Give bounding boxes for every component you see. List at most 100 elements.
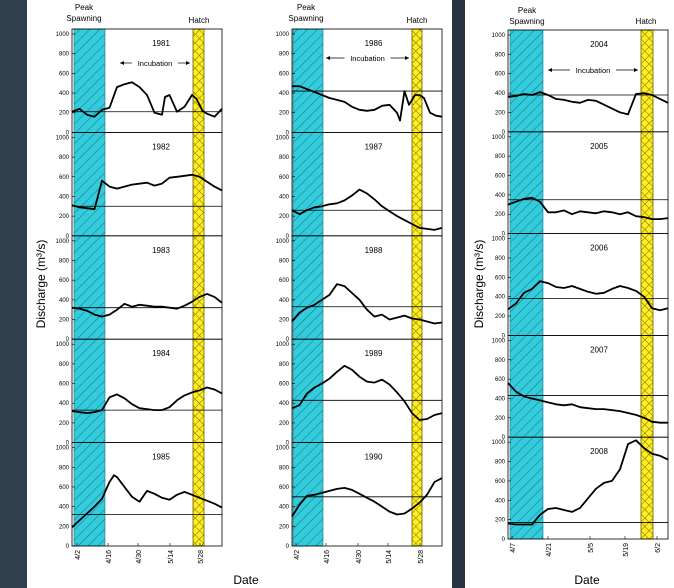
peak-label-line2-middle: Spawning — [288, 14, 323, 23]
y-tick-label: 0 — [286, 441, 290, 447]
y-tick-label: 1000 — [276, 32, 290, 38]
peak-spawning-band — [509, 29, 544, 540]
y-tick-label: 0 — [286, 130, 290, 136]
y-tick-label: 1000 — [56, 342, 70, 348]
y-tick-label: 1000 — [276, 135, 290, 141]
y-tick-label: 400 — [495, 498, 506, 504]
y-tick-label: 1000 — [276, 342, 290, 348]
y-tick-label: 800 — [59, 258, 70, 264]
y-tick-label: 400 — [495, 396, 506, 402]
y-tick-label: 400 — [495, 193, 506, 199]
y-tick-label: 600 — [279, 382, 290, 388]
y-tick-label: 200 — [279, 318, 290, 324]
panel-2008: 0 200 400 600 800 1000 2008 — [492, 436, 669, 543]
y-tick-label: 200 — [59, 214, 70, 220]
year-label-1987: 1987 — [365, 142, 383, 151]
y-tick-label: 800 — [59, 52, 70, 58]
y-tick-label: 600 — [495, 72, 506, 78]
y-tick-label: 800 — [59, 362, 70, 368]
y-tick-label: 1000 — [56, 32, 70, 38]
y-tick-label: 1000 — [492, 237, 506, 243]
y-tick-label: 600 — [495, 479, 506, 485]
peak-label-line2-left: Spawning — [66, 14, 101, 23]
y-tick-label: 800 — [495, 256, 506, 262]
x-tick-label: 5/14 — [168, 550, 175, 564]
incubation-arrowhead-left — [120, 61, 124, 65]
incubation-arrowhead-right — [405, 56, 409, 60]
discharge-line-2008 — [507, 439, 669, 526]
y-tick-label: 1000 — [56, 446, 70, 452]
y-tick-label: 200 — [495, 110, 506, 116]
y-tick-label: 200 — [59, 318, 70, 324]
incubation-label: Incubation — [576, 66, 611, 75]
hatch-label-left: Hatch — [189, 16, 210, 25]
incubation-arrowhead-right — [634, 68, 638, 72]
year-label-1982: 1982 — [152, 142, 170, 151]
year-label-1989: 1989 — [365, 349, 383, 358]
peak-label-line1-left: Peak — [75, 3, 94, 12]
y-tick-label: 0 — [66, 234, 70, 240]
discharge-line-2007 — [507, 382, 668, 424]
y-tick-label: 200 — [59, 524, 70, 530]
hatch-label-right: Hatch — [636, 17, 657, 26]
panel-1987: 0 200 400 600 800 1000 1987 — [276, 131, 443, 240]
panel-1989: 0 200 400 600 800 1000 1989 — [276, 338, 443, 447]
panel-1988: 0 200 400 600 800 1000 1988 — [276, 235, 443, 343]
x-tick-label: 4/30 — [356, 550, 363, 564]
y-tick-label: 600 — [279, 71, 290, 77]
peak-label-line2-right: Spawning — [509, 17, 544, 26]
y-tick-label: 800 — [279, 258, 290, 264]
x-tick-label: 4/7 — [510, 543, 517, 553]
discharge-line-1981 — [71, 81, 223, 118]
y-tick-label: 600 — [59, 485, 70, 491]
y-tick-label: 1000 — [56, 135, 70, 141]
incubation-arrowhead-right — [186, 61, 190, 65]
y-tick-label: 600 — [279, 175, 290, 181]
year-label-1988: 1988 — [365, 246, 383, 255]
y-tick-label: 600 — [59, 382, 70, 388]
y-tick-label: 400 — [59, 91, 70, 97]
x-axis-label-left: Date — [233, 573, 259, 587]
y-tick-label: 800 — [59, 155, 70, 161]
y-tick-label: 0 — [502, 537, 506, 543]
y-tick-label: 0 — [286, 234, 290, 240]
y-tick-label: 200 — [495, 416, 506, 422]
y-tick-label: 0 — [286, 337, 290, 343]
y-tick-label: 1000 — [492, 135, 506, 141]
panel-1985: 0 200 400 600 800 1000 1985 — [56, 442, 223, 550]
y-tick-label: 1000 — [492, 33, 506, 39]
x-tick-label: 4/2 — [294, 550, 301, 560]
y-tick-label: 800 — [279, 362, 290, 368]
y-tick-label: 800 — [59, 465, 70, 471]
y-tick-label: 400 — [279, 298, 290, 304]
hatch-band — [640, 29, 654, 540]
x-axis-label-right: Date — [574, 573, 600, 587]
y-tick-label: 0 — [502, 232, 506, 238]
year-label-2005: 2005 — [590, 142, 608, 151]
discharge-line-1987 — [291, 188, 443, 231]
year-label-1983: 1983 — [152, 246, 170, 255]
y-tick-label: 600 — [279, 278, 290, 284]
incubation-label: Incubation — [138, 59, 173, 68]
y-tick-label: 600 — [495, 275, 506, 281]
y-tick-label: 600 — [59, 278, 70, 284]
y-tick-label: 600 — [279, 485, 290, 491]
y-tick-label: 600 — [495, 377, 506, 383]
discharge-line-2006 — [507, 280, 669, 312]
x-tick-label: 4/16 — [324, 550, 331, 564]
y-tick-label: 1000 — [276, 446, 290, 452]
y-tick-label: 200 — [495, 212, 506, 218]
x-tick-label: 4/2 — [75, 550, 82, 560]
chart-group-right: 0 200 400 600 800 1000 2004 Incubation 0 200 400 60… — [492, 29, 669, 557]
year-label-2006: 2006 — [590, 244, 608, 253]
year-label-1984: 1984 — [152, 349, 170, 358]
panel-frame — [71, 442, 223, 547]
chart-group-left: 0 200 400 600 800 1000 1981 Incubation 0 200 400 60… — [56, 28, 223, 564]
y-tick-label: 1000 — [276, 239, 290, 245]
y-tick-label: 200 — [495, 518, 506, 524]
discharge-line-1986 — [292, 85, 443, 122]
x-tick-label: 6/2 — [655, 543, 662, 553]
y-tick-label: 0 — [66, 441, 70, 447]
y-tick-label: 1000 — [56, 239, 70, 245]
